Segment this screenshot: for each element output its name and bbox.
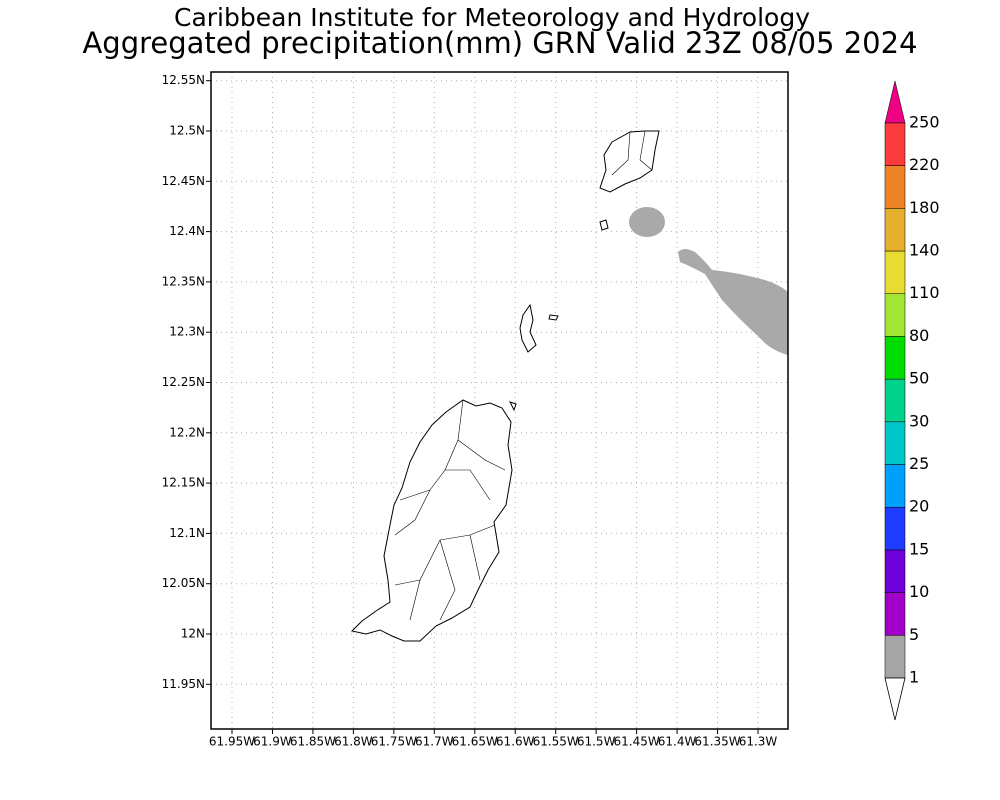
- colorbar-label: 250: [909, 112, 940, 131]
- island: [548, 314, 559, 321]
- island: [350, 399, 513, 642]
- subtitle: Aggregated precipitation(mm) GRN Valid 2…: [82, 26, 917, 60]
- colorbar-label: 220: [909, 155, 940, 174]
- lon-tick-label: 61.65W: [452, 735, 498, 749]
- lon-tick-label: 61.5W: [577, 735, 616, 749]
- lon-tick-label: 61.85W: [290, 735, 336, 749]
- lon-tick-label: 61.8W: [334, 735, 373, 749]
- colorbar-label: 80: [909, 326, 929, 345]
- title: Caribbean Institute for Meteorology and …: [174, 3, 810, 32]
- lat-tick-label: 12.15N: [162, 476, 205, 490]
- lat-tick-label: 12.2N: [169, 425, 205, 439]
- island: [599, 219, 609, 231]
- colorbar-label: 25: [909, 454, 929, 473]
- colorbar-band: [884, 378, 906, 423]
- lat-tick-label: 12.05N: [162, 576, 205, 590]
- colorbar-band: [884, 165, 906, 209]
- river: [394, 399, 506, 621]
- lat-tick-label: 12.3N: [169, 325, 205, 339]
- rain-area: [629, 207, 665, 237]
- lon-tick-label: 61.75W: [371, 735, 417, 749]
- lon-tick-label: 61.45W: [614, 735, 660, 749]
- colorbar-band: [884, 250, 906, 294]
- colorbar-band: [884, 464, 906, 508]
- colorbar-band: [884, 421, 906, 465]
- lon-tick-label: 61.7W: [415, 735, 454, 749]
- map-frame: [210, 71, 789, 730]
- river: [611, 130, 653, 176]
- lon-tick-label: 61.55W: [533, 735, 579, 749]
- lon-tick-label: 61.95W: [209, 735, 255, 749]
- colorbar-band: [884, 336, 906, 380]
- lon-tick-label: 61.4W: [658, 735, 697, 749]
- colorbar-label: 110: [909, 283, 940, 302]
- lat-tick-label: 12.4N: [169, 224, 205, 238]
- colorbar-over: [884, 80, 906, 124]
- lat-tick-label: 12.25N: [162, 375, 205, 389]
- colorbar-band: [884, 549, 906, 593]
- island: [509, 401, 517, 412]
- lat-tick-label: 12.1N: [169, 526, 205, 540]
- colorbar-label: 50: [909, 369, 929, 388]
- island: [519, 303, 537, 353]
- colorbar-band: [884, 122, 906, 166]
- colorbar-label: 5: [909, 625, 919, 644]
- rain-area: [678, 249, 788, 355]
- colorbar-under: [884, 677, 906, 721]
- colorbar-label: 30: [909, 411, 929, 430]
- colorbar-label: 20: [909, 497, 929, 516]
- lat-tick-label: 12.55N: [162, 73, 205, 87]
- colorbar-band: [884, 293, 906, 337]
- colorbar-band: [884, 592, 906, 636]
- colorbar-label: 140: [909, 241, 940, 260]
- colorbar-label: 15: [909, 539, 929, 558]
- colorbar-band: [884, 635, 906, 679]
- colorbar-band: [884, 208, 906, 252]
- lon-tick-label: 61.9W: [253, 735, 292, 749]
- lat-tick-label: 12.35N: [162, 274, 205, 288]
- lon-tick-label: 61.3W: [739, 735, 778, 749]
- grid: [211, 72, 788, 729]
- lat-tick-label: 12.5N: [169, 124, 205, 138]
- colorbar-label: 1: [909, 668, 919, 687]
- lat-tick-label: 11.95N: [162, 677, 205, 691]
- lon-tick-label: 61.35W: [694, 735, 740, 749]
- lon-tick-label: 61.6W: [496, 735, 535, 749]
- colorbar-label: 10: [909, 582, 929, 601]
- lat-tick-label: 12.45N: [162, 174, 205, 188]
- lat-tick-label: 12N: [181, 627, 205, 641]
- colorbar-band: [884, 506, 906, 551]
- colorbar-label: 180: [909, 198, 940, 217]
